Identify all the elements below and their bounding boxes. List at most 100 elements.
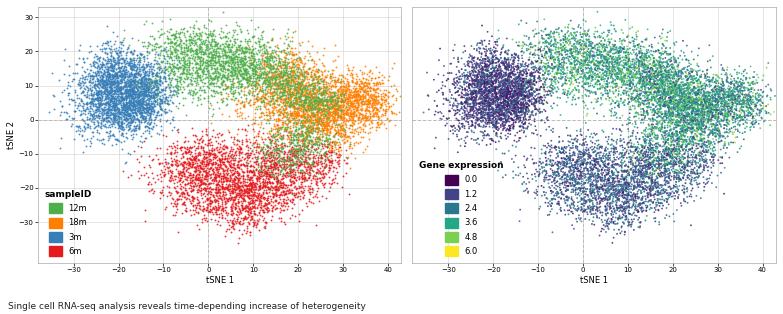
Point (565, 80, 577, 85)
Point (673, 170, 685, 175)
Point (502, 61, 514, 66)
Point (170, 29, 182, 34)
Point (219, 176, 232, 181)
Point (200, 132, 212, 137)
Point (115, 110, 128, 115)
Point (346, 73, 359, 78)
Point (625, 187, 637, 192)
Point (494, 81, 507, 86)
Point (273, 95, 286, 100)
Point (650, 68, 662, 73)
Point (243, 170, 255, 175)
Point (361, 115, 373, 120)
Point (655, 80, 667, 85)
Point (518, 111, 531, 116)
Point (698, 100, 711, 105)
Point (590, 156, 603, 161)
Point (244, 17, 257, 22)
Point (92, 64, 104, 69)
Point (635, 189, 648, 194)
Point (675, 107, 687, 112)
Point (569, 44, 582, 49)
Point (306, 78, 319, 83)
Point (209, 44, 222, 49)
Point (555, 49, 568, 54)
Point (472, 71, 485, 76)
Point (705, 165, 717, 170)
Point (331, 94, 344, 99)
Point (554, 187, 566, 192)
Point (132, 118, 144, 123)
Point (500, 84, 512, 89)
Point (630, 206, 642, 211)
Point (638, 57, 651, 62)
Point (507, 91, 519, 96)
Point (654, 51, 666, 56)
Point (210, 209, 222, 214)
Point (230, 186, 243, 191)
Point (514, 123, 527, 128)
Point (702, 164, 715, 169)
Point (341, 76, 354, 81)
Point (458, 73, 471, 78)
Point (619, 201, 631, 206)
Point (504, 128, 517, 133)
Point (84, 78, 96, 83)
Point (651, 48, 664, 53)
Point (638, 117, 651, 122)
Point (590, 61, 602, 66)
Point (237, 51, 250, 56)
Point (258, 164, 271, 169)
Point (290, 57, 302, 62)
Point (318, 153, 330, 158)
Point (181, 84, 193, 89)
Point (601, 177, 613, 182)
Point (561, 71, 573, 76)
Point (297, 86, 309, 91)
Point (647, 82, 659, 87)
Point (496, 122, 508, 127)
Point (641, 152, 654, 157)
Point (317, 122, 330, 127)
Point (308, 112, 320, 117)
Point (512, 53, 525, 58)
Point (507, 95, 520, 100)
Point (522, 85, 535, 90)
Point (102, 61, 114, 66)
Point (491, 71, 503, 76)
Point (600, 153, 612, 158)
Point (697, 94, 709, 99)
Point (646, 175, 659, 180)
Point (240, 231, 252, 236)
Point (117, 104, 129, 109)
Point (295, 189, 308, 194)
Point (273, 59, 286, 64)
Point (488, 73, 500, 78)
Point (470, 79, 482, 84)
Point (613, 63, 626, 68)
Point (137, 74, 150, 79)
Point (643, 176, 655, 181)
Point (191, 202, 204, 207)
Point (746, 109, 759, 114)
Point (283, 137, 295, 142)
Point (656, 78, 669, 83)
Point (591, 146, 604, 151)
Point (331, 87, 344, 92)
Point (287, 78, 300, 84)
Point (272, 62, 284, 67)
Point (559, 156, 572, 161)
Point (148, 68, 161, 73)
Point (323, 89, 336, 94)
Point (139, 92, 151, 97)
Point (98, 117, 110, 122)
Point (604, 60, 616, 65)
Point (604, 74, 617, 79)
Point (197, 61, 209, 66)
Point (277, 48, 290, 53)
Point (182, 66, 195, 71)
Point (663, 133, 676, 138)
Point (478, 73, 490, 78)
Point (89, 106, 102, 111)
Point (676, 94, 688, 99)
